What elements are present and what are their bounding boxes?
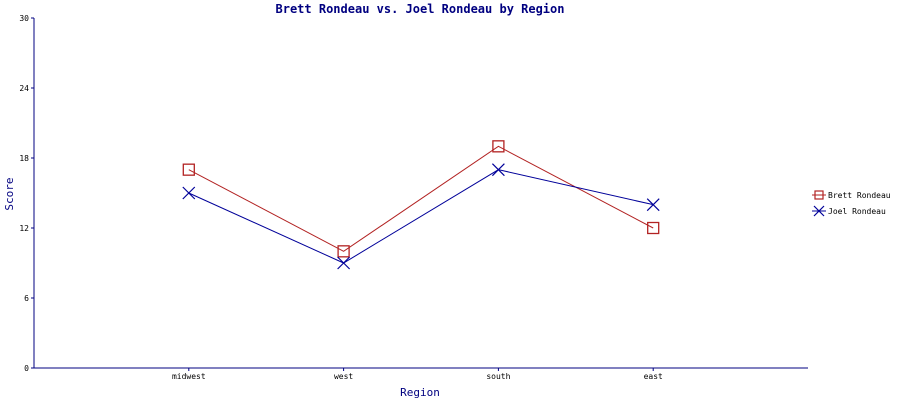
legend-label: Joel Rondeau: [828, 207, 886, 216]
legend-label: Brett Rondeau: [828, 191, 891, 200]
legend: Brett Rondeau Joel Rondeau: [812, 190, 891, 217]
x-axis-label: Region: [400, 386, 440, 399]
y-tick-label: 0: [24, 364, 29, 373]
data-point: [491, 163, 505, 177]
data-point: [492, 140, 505, 153]
series-line: [188, 145, 654, 252]
legend-marker: [813, 205, 825, 217]
series-line: [188, 169, 654, 264]
data-point: [337, 256, 351, 270]
data-point: [182, 186, 196, 200]
x-tick-label: south: [486, 372, 510, 381]
series-1: [182, 140, 660, 258]
series-layer: [182, 140, 660, 270]
y-tick-label: 18: [19, 154, 29, 163]
y-tick-label: 12: [19, 224, 29, 233]
data-point: [647, 221, 660, 235]
y-axis-label: Score: [3, 177, 16, 210]
legend-item: Joel Rondeau: [812, 205, 886, 217]
data-point: [646, 198, 660, 212]
y-tick-label: 24: [19, 84, 29, 93]
x-tick-label: west: [334, 372, 353, 381]
data-point: [337, 245, 350, 258]
chart-title: Brett Rondeau vs. Joel Rondeau by Region: [276, 2, 565, 16]
y-tick-label: 6: [24, 294, 29, 303]
data-point: [182, 163, 195, 176]
legend-marker: [814, 190, 824, 200]
x-tick-label: east: [644, 372, 663, 381]
series-2: [182, 163, 660, 270]
y-tick-label: 30: [19, 14, 29, 23]
axes: 0 6 12 18 24 30 midwest west south east: [19, 14, 808, 381]
x-tick-label: midwest: [172, 372, 206, 381]
legend-item: Brett Rondeau: [812, 190, 891, 200]
